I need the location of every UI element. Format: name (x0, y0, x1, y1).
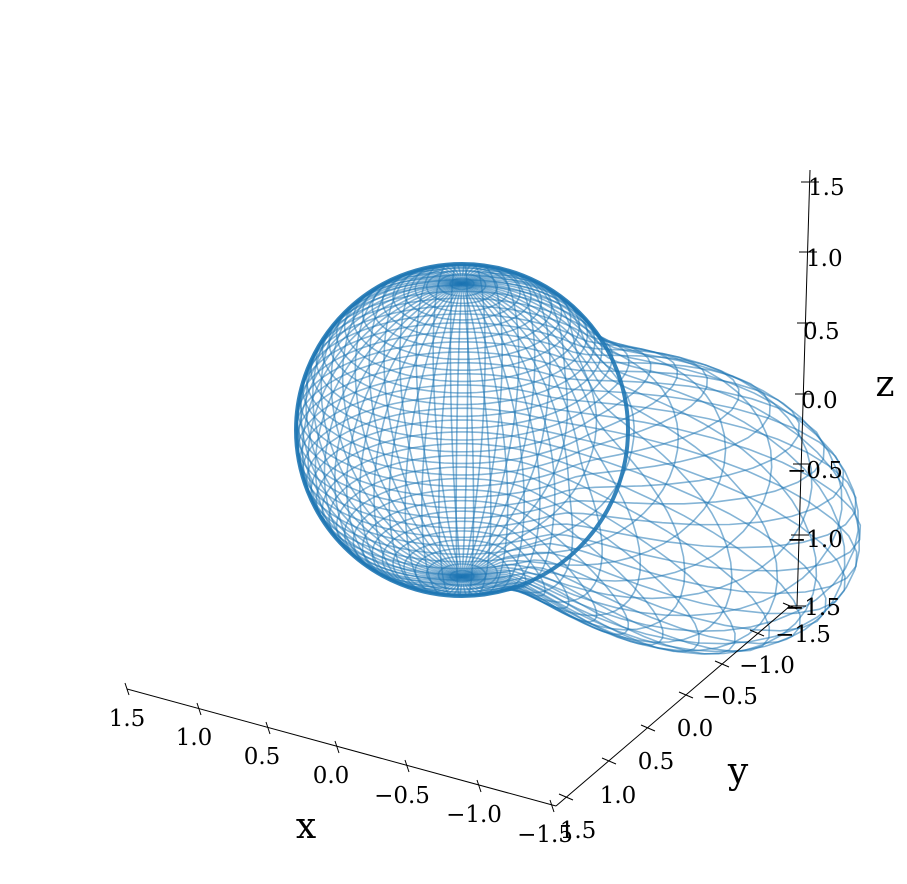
tick-mark (196, 702, 202, 716)
y-tick-label: −0.5 (702, 684, 758, 710)
y-tick-labels: −1.5 −1.0 −0.5 0.0 0.5 1.0 1.5 (560, 622, 831, 844)
parallel-line (299, 321, 709, 476)
x-tick-labels: 1.5 1.0 0.5 0.0 −0.5 −1.0 −1.5 (109, 706, 573, 848)
parallel-line (425, 555, 499, 591)
y-tick-label: 1.0 (600, 783, 637, 809)
z-axis-label: z (876, 364, 895, 405)
x-tick-label: 1.0 (176, 725, 213, 751)
x-tick-label: 0.5 (244, 744, 281, 770)
x-tick-label: −1.0 (446, 802, 502, 828)
z-axis (796, 169, 811, 607)
x-tick-label: 0.0 (313, 763, 350, 789)
y-axis (555, 605, 791, 807)
tick-mark (265, 721, 271, 735)
tick-mark (124, 682, 130, 696)
z-tick-label: −1.5 (785, 595, 841, 621)
parallel-line (437, 563, 487, 587)
parallel-line (328, 454, 771, 653)
parallel-line (321, 284, 603, 418)
y-tick-label: 1.5 (560, 818, 597, 844)
tick-mark (476, 779, 482, 793)
parallel-line (321, 442, 801, 645)
tick-mark (749, 629, 765, 637)
y-axis-label: y (727, 751, 749, 792)
x-tick-label: −0.5 (374, 783, 430, 809)
tick-mark (334, 740, 340, 754)
z-axis-line (796, 169, 811, 607)
parallel-line (297, 373, 845, 529)
parallel-line (301, 313, 679, 465)
y-tick-label: −1.5 (775, 622, 831, 648)
z-tick-label: 1.5 (808, 175, 845, 201)
sphere-silhouette (294, 262, 630, 598)
tick-mark (558, 793, 574, 801)
tick-marks (124, 181, 819, 813)
parallel-line (414, 547, 511, 594)
tick-mark (678, 691, 694, 699)
x-tick-label: 1.5 (109, 706, 146, 732)
y-axis-line (555, 605, 791, 807)
parallel-line (297, 331, 740, 487)
tick-mark (549, 799, 555, 813)
parallel-line (335, 466, 736, 655)
parallel-line (449, 277, 475, 291)
x-tick-label: −1.5 (517, 822, 573, 848)
parallel-line (315, 290, 614, 429)
parallel-line (310, 297, 630, 441)
x-axis-label: x (296, 806, 316, 847)
z-tick-label: 1.0 (806, 246, 843, 272)
y-tick-label: 0.5 (638, 749, 675, 775)
tick-mark (714, 660, 730, 668)
z-tick-label: −0.5 (787, 458, 843, 484)
y-tick-label: 0.0 (677, 716, 714, 742)
parallel-line (328, 279, 596, 406)
tick-mark (404, 759, 410, 773)
z-tick-label: −1.0 (787, 527, 843, 553)
parallel-line (335, 274, 589, 394)
y-tick-label: −1.0 (739, 653, 795, 679)
z-tick-label: 0.0 (801, 388, 838, 414)
z-tick-labels: 1.5 1.0 0.5 0.0 −0.5 −1.0 −1.5 (785, 175, 845, 621)
parallel-line (295, 341, 771, 498)
parallel-line (310, 419, 846, 615)
wireframe-surface (294, 262, 862, 655)
parallel-line (449, 569, 475, 583)
parallel-line (305, 407, 858, 595)
parallel-line (301, 395, 862, 572)
tick-mark (601, 757, 617, 765)
tick-mark (640, 724, 656, 732)
parallel-line (343, 477, 700, 653)
